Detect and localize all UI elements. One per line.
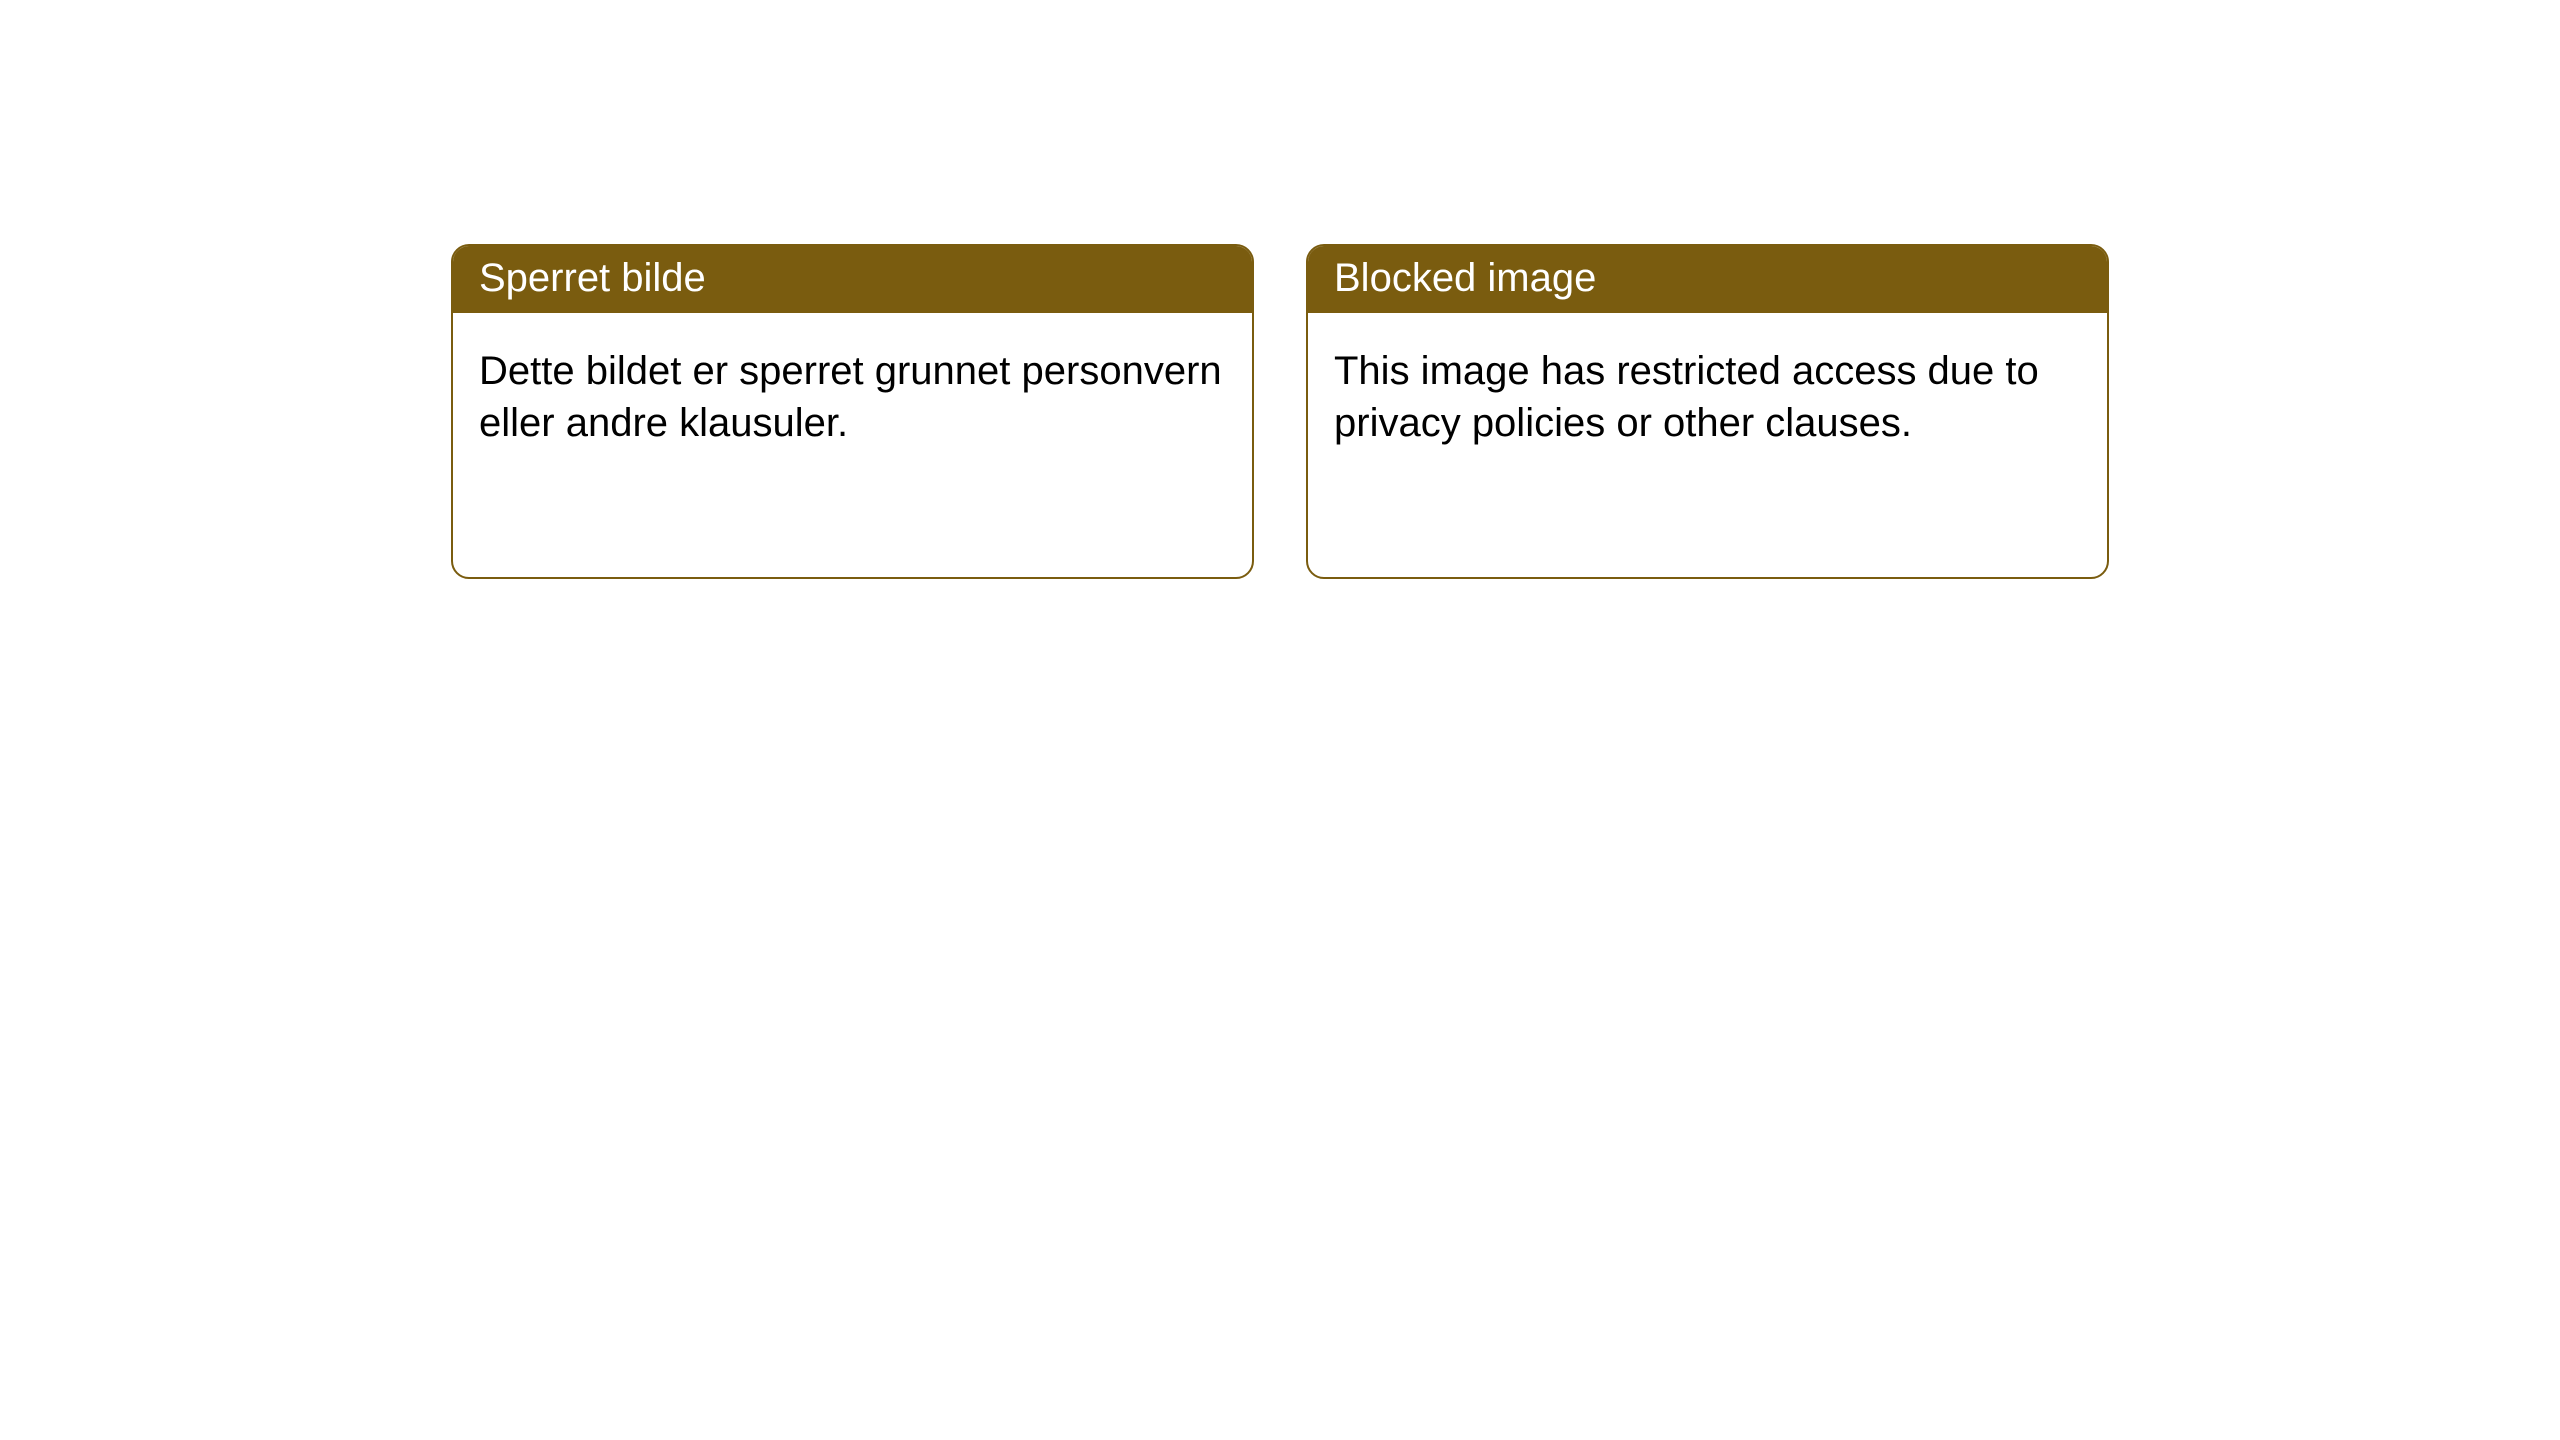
- notice-message-en: This image has restricted access due to …: [1334, 349, 2039, 445]
- notice-header-no: Sperret bilde: [453, 246, 1252, 313]
- notice-container: Sperret bilde Dette bildet er sperret gr…: [451, 244, 2109, 579]
- notice-card-en: Blocked image This image has restricted …: [1306, 244, 2109, 579]
- notice-card-no: Sperret bilde Dette bildet er sperret gr…: [451, 244, 1254, 579]
- notice-title-no: Sperret bilde: [479, 256, 706, 300]
- notice-body-no: Dette bildet er sperret grunnet personve…: [453, 313, 1252, 481]
- notice-header-en: Blocked image: [1308, 246, 2107, 313]
- notice-body-en: This image has restricted access due to …: [1308, 313, 2107, 481]
- notice-title-en: Blocked image: [1334, 256, 1596, 300]
- notice-message-no: Dette bildet er sperret grunnet personve…: [479, 349, 1222, 445]
